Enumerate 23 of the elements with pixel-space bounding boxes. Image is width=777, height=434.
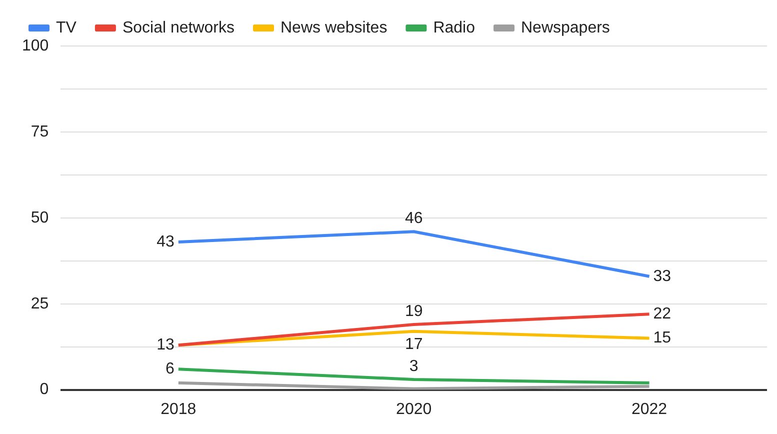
legend-label: News websites	[280, 19, 388, 36]
data-label: 46	[404, 210, 423, 228]
x-tick-label: 2020	[396, 400, 432, 418]
x-tick-label: 2022	[631, 400, 668, 418]
data-label: 13	[156, 336, 175, 354]
y-tick-label: 0	[40, 381, 49, 398]
data-label: 15	[653, 330, 672, 347]
y-tick-label: 75	[30, 123, 49, 140]
legend-label: Social networks	[122, 19, 234, 36]
legend-label: Radio	[433, 19, 476, 36]
legend-label: Newspapers	[521, 19, 610, 36]
y-tick-label: 25	[30, 295, 49, 312]
data-label: 17	[404, 336, 423, 353]
legend-label: TV	[56, 19, 77, 36]
y-tick-label: 100	[22, 37, 49, 54]
data-label: 3	[409, 358, 418, 375]
data-label: 6	[166, 360, 175, 378]
data-label: 33	[653, 268, 672, 285]
y-tick-label: 50	[30, 209, 49, 226]
data-label: 19	[404, 302, 423, 320]
data-label: 43	[156, 233, 175, 250]
x-tick-label: 2018	[160, 400, 196, 418]
data-label: 22	[653, 306, 672, 323]
